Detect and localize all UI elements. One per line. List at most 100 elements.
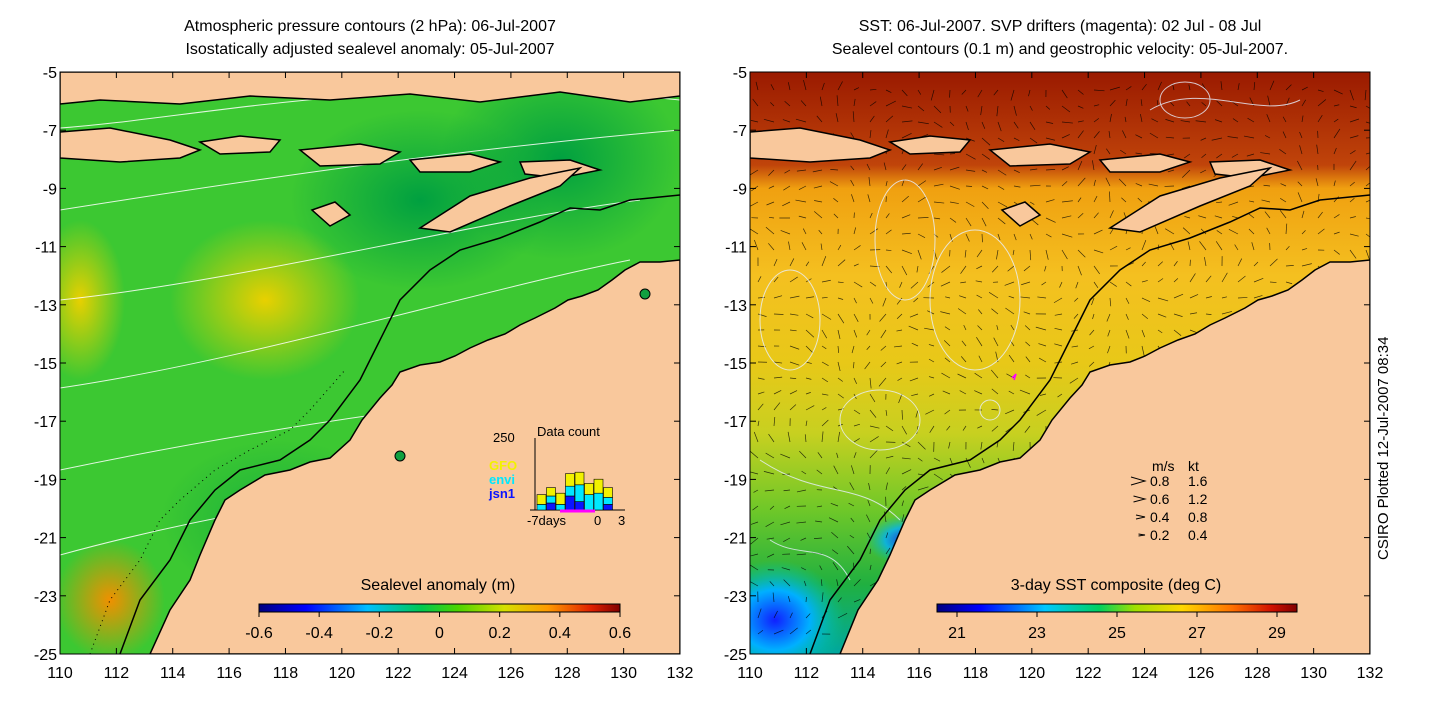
velocity-arrow bbox=[869, 393, 876, 403]
velocity-arrow bbox=[1349, 233, 1359, 237]
velocity-arrow bbox=[789, 276, 798, 283]
velocity-arrow bbox=[893, 345, 903, 348]
velocity-arrow bbox=[1045, 199, 1055, 203]
velocity-arrow bbox=[801, 567, 807, 571]
velocity-arrow bbox=[885, 467, 891, 475]
velocity-arrow bbox=[965, 201, 975, 207]
inset-bar-GFO bbox=[603, 487, 613, 498]
velocity-arrow bbox=[780, 230, 791, 235]
velocity-arrow bbox=[896, 329, 903, 332]
velocity-arrow bbox=[1301, 86, 1308, 91]
velocity-arrow bbox=[1074, 297, 1079, 302]
velocity-legend-header-kt: kt bbox=[1188, 458, 1199, 474]
velocity-arrow bbox=[901, 89, 908, 97]
velocity-arrow bbox=[885, 129, 889, 139]
velocity-arrow bbox=[981, 153, 990, 160]
left-title-line1: Atmospheric pressure contours (2 hPa): 0… bbox=[184, 18, 556, 35]
velocity-arrow bbox=[869, 101, 877, 107]
velocity-arrow bbox=[1077, 197, 1082, 203]
velocity-arrow bbox=[768, 216, 775, 219]
velocity-arrow bbox=[787, 596, 791, 603]
velocity-arrow bbox=[1285, 223, 1288, 235]
x-tick-label: 126 bbox=[498, 665, 525, 682]
velocity-arrow bbox=[901, 232, 911, 235]
velocity-arrow bbox=[1333, 89, 1343, 95]
velocity-arrow bbox=[1333, 104, 1340, 107]
velocity-arrow bbox=[869, 115, 875, 123]
velocity-arrow bbox=[837, 329, 841, 340]
velocity-arrow bbox=[805, 629, 812, 635]
velocity-arrow bbox=[1125, 86, 1132, 91]
velocity-arrow bbox=[1089, 329, 1095, 336]
y-tick-label: -9 bbox=[733, 181, 747, 198]
velocity-arrow bbox=[821, 255, 827, 267]
x-tick-label: 124 bbox=[1131, 665, 1158, 682]
velocity-arrow bbox=[1205, 296, 1212, 299]
sealevel-contours bbox=[759, 81, 1301, 581]
velocity-arrow bbox=[1264, 135, 1271, 139]
velocity-arrow bbox=[946, 425, 951, 431]
velocity-arrow bbox=[1029, 168, 1038, 171]
velocity-arrow bbox=[1172, 83, 1175, 91]
y-tick-label: -21 bbox=[34, 531, 57, 548]
velocity-legend-arrow bbox=[1133, 495, 1147, 503]
velocity-arrow bbox=[755, 81, 759, 91]
velocity-arrow bbox=[1077, 120, 1084, 123]
y-tick-label: -5 bbox=[733, 65, 747, 82]
velocity-arrow bbox=[1299, 131, 1303, 139]
inset-title: Data count bbox=[537, 424, 600, 439]
velocity-arrow bbox=[837, 361, 841, 372]
velocity-arrow bbox=[997, 137, 1005, 142]
velocity-arrow bbox=[917, 121, 929, 125]
velocity-arrow bbox=[821, 407, 827, 411]
velocity-arrow bbox=[866, 532, 871, 539]
y-tick-label: -21 bbox=[724, 531, 747, 548]
x-tick-label: 124 bbox=[441, 665, 468, 682]
velocity-arrow bbox=[945, 296, 951, 299]
sla-colorbar: Sealevel anomaly (m) -0.6 -0.4 -0.2 0 0.2 0.4… bbox=[245, 577, 631, 642]
sst-map-panel bbox=[750, 72, 1370, 654]
velocity-arrow bbox=[1333, 147, 1337, 155]
velocity-arrow bbox=[847, 545, 855, 555]
x-tick-label: 122 bbox=[385, 665, 412, 682]
velocity-arrow bbox=[1106, 148, 1111, 155]
velocity-arrow bbox=[1301, 263, 1312, 267]
velocity-arrow bbox=[1365, 166, 1370, 171]
velocity-arrow bbox=[909, 313, 919, 318]
velocity-arrow bbox=[1135, 183, 1143, 187]
velocity-arrow bbox=[977, 89, 983, 98]
velocity-arrow bbox=[964, 249, 967, 258]
velocity-arrow bbox=[1107, 329, 1111, 337]
velocity-arrow bbox=[754, 239, 759, 251]
velocity-arrow bbox=[821, 377, 829, 383]
velocity-legend-kt: 0.8 bbox=[1188, 509, 1208, 525]
velocity-arrow bbox=[901, 214, 911, 219]
velocity-arrow bbox=[821, 361, 829, 367]
velocity-arrow bbox=[852, 111, 855, 123]
velocity-arrow bbox=[949, 166, 960, 171]
velocity-arrow bbox=[1057, 393, 1063, 398]
velocity-arrow bbox=[867, 499, 871, 507]
velocity-arrow bbox=[1317, 89, 1324, 92]
velocity-arrow bbox=[940, 281, 951, 287]
velocity-arrow bbox=[819, 565, 823, 571]
velocity-arrow bbox=[976, 249, 983, 258]
velocity-arrow bbox=[981, 185, 989, 190]
velocity-arrow bbox=[996, 249, 999, 260]
inset-legend-envi: envi bbox=[489, 472, 515, 487]
velocity-arrow bbox=[757, 420, 760, 427]
velocity-arrow bbox=[959, 390, 967, 395]
colorbar-tick-label: -0.2 bbox=[366, 625, 394, 642]
velocity-arrow bbox=[757, 313, 767, 317]
velocity-arrow bbox=[1008, 295, 1015, 299]
velocity-arrow bbox=[1221, 311, 1233, 315]
velocity-arrow bbox=[805, 613, 811, 619]
velocity-arrow bbox=[853, 329, 858, 338]
velocity-arrow bbox=[1109, 281, 1117, 287]
velocity-arrow bbox=[991, 388, 999, 395]
velocity-arrow bbox=[1280, 198, 1287, 203]
velocity-arrow bbox=[821, 345, 827, 350]
velocity-arrow bbox=[1317, 228, 1325, 235]
velocity-arrow bbox=[1280, 183, 1287, 187]
velocity-arrow bbox=[869, 425, 880, 429]
